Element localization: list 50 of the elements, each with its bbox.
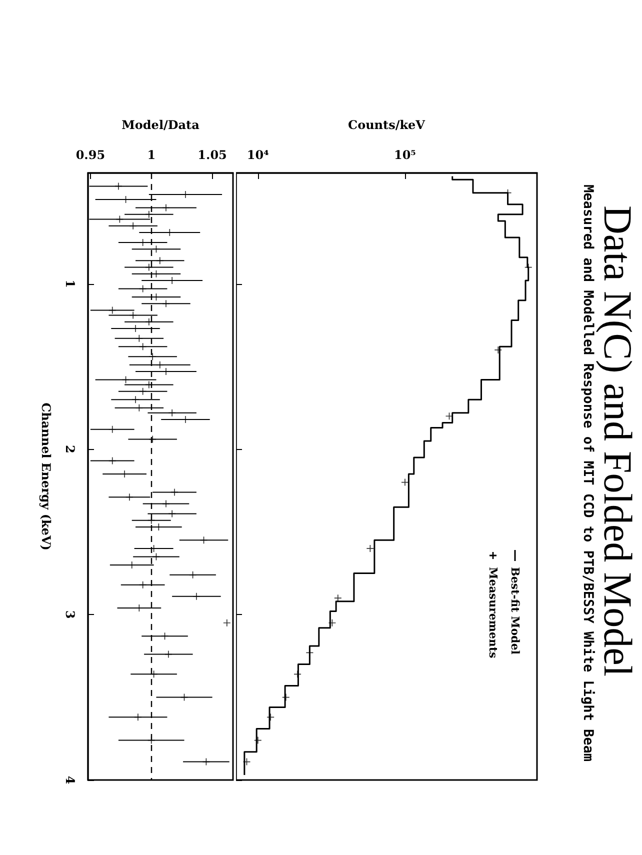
x-axis-title: Counts/keV: [348, 118, 426, 132]
point: [139, 581, 146, 588]
point: [139, 388, 146, 395]
text: Data N(C) and Folded Model: [596, 205, 640, 677]
y-tick-label: 4: [63, 776, 77, 784]
x-tick-label: 10⁴: [246, 148, 269, 162]
legend-label: Best-fit Model: [508, 567, 522, 654]
point: [152, 246, 160, 253]
point: [156, 361, 164, 368]
point: [171, 488, 178, 496]
y-tick-label: 2: [63, 445, 77, 454]
legend-label: Measurements: [486, 567, 500, 658]
point: [162, 204, 170, 212]
point: [130, 222, 137, 230]
point: [189, 571, 196, 578]
point: [108, 457, 116, 464]
text: Measured and Modelled Response of MIT CCD to PTB/BESSY White Light Beam: [580, 184, 596, 762]
point: [108, 426, 116, 433]
x-tick-label: 1: [147, 148, 156, 162]
point: [145, 264, 152, 271]
point: [126, 494, 133, 501]
point: [223, 619, 230, 626]
point: [145, 318, 152, 326]
point: [168, 409, 176, 416]
x-axis-title: Model/Data: [122, 118, 200, 132]
y-tick-label: 3: [63, 610, 77, 619]
point: [145, 210, 152, 218]
point: [192, 592, 200, 600]
x-tick-label: 0.95: [76, 148, 106, 162]
point: [162, 300, 170, 308]
point: [136, 404, 143, 412]
point: [134, 714, 142, 721]
point: [164, 650, 172, 658]
y-axis-title: Channel Energy (keV): [39, 402, 53, 550]
point: [139, 285, 146, 292]
x-tick-label: 1.05: [198, 148, 227, 162]
point: [168, 510, 176, 518]
point: [156, 257, 164, 264]
y-tick-label: 1: [63, 280, 77, 288]
point: [139, 343, 146, 350]
point: [108, 306, 116, 314]
point: [161, 632, 168, 640]
point: [114, 182, 122, 190]
point: [132, 396, 140, 404]
point: [162, 500, 170, 508]
point: [152, 270, 160, 278]
point: [136, 334, 143, 342]
point: [130, 312, 137, 319]
point: [149, 353, 156, 360]
x-tick-label: 10⁵: [394, 148, 416, 162]
